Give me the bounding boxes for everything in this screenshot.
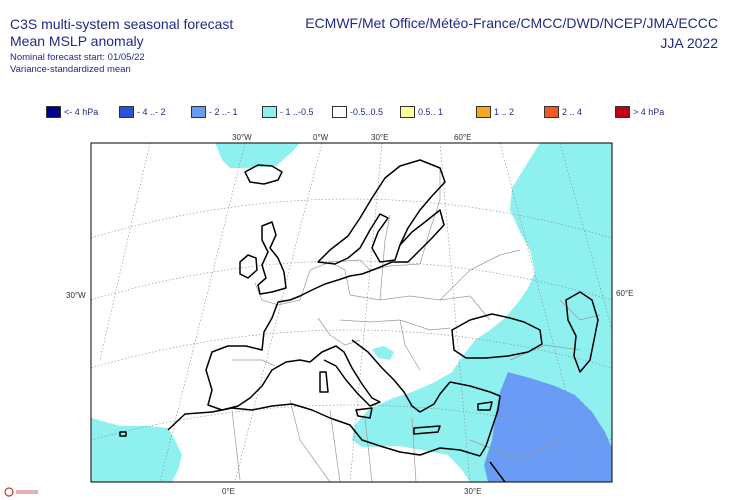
legend-item-8: 2 .. 4 <box>544 104 582 120</box>
legend-label-1: <- 4 hPa <box>64 107 99 117</box>
legend-label-6: 0.5.. 1 <box>418 107 444 117</box>
anomaly-light-blue-southwest <box>91 418 182 482</box>
centres-text: ECMWF/Met Office/Météo-France/CMCC/DWD/N… <box>305 15 718 31</box>
forecast-start: Nominal forecast start: 01/05/22 <box>10 52 145 63</box>
top-axis-label-1: 30°W <box>232 133 252 142</box>
legend-label-9: > 4 hPa <box>633 107 665 117</box>
graticule <box>91 143 612 482</box>
legend-swatch-4 <box>262 106 277 118</box>
right-axis-label: 60°E <box>616 289 633 298</box>
legend-label-7: 1 .. 2 <box>494 107 515 117</box>
legend-label-5: -0.5..0.5 <box>350 107 384 117</box>
centres-block: ECMWF/Met Office/Météo-France/CMCC/DWD/N… <box>305 14 718 52</box>
legend-item-5: -0.5..0.5 <box>332 104 383 120</box>
legend-swatch-7 <box>476 106 491 118</box>
anomaly-mid-blue <box>484 372 612 482</box>
method-text: Variance-standardized mean <box>10 64 131 75</box>
legend-swatch-8 <box>544 106 559 118</box>
legend-label-8: 2 .. 4 <box>562 107 583 117</box>
map-content <box>91 143 612 482</box>
top-axis-label-4: 60°E <box>454 133 471 142</box>
legend-swatch-6 <box>400 106 415 118</box>
anomaly-light-blue-adriatic <box>372 346 394 360</box>
legend-label-2: - 4 ..- 2 <box>137 107 166 117</box>
legend-label-3: - 2 ..- 1 <box>209 107 238 117</box>
anomaly-light-blue-iceland <box>215 143 300 168</box>
top-axis-label-2: 0°W <box>313 133 329 142</box>
season-text: JJA 2022 <box>660 35 718 51</box>
map-frame <box>90 142 613 483</box>
top-axis-label-3: 30°E <box>371 133 388 142</box>
legend-item-4: - 1 ..-0.5 <box>262 104 314 120</box>
bottom-axis-label-1: 0°E <box>222 487 235 496</box>
legend-swatch-5 <box>332 106 347 118</box>
legend-swatch-1 <box>46 106 61 118</box>
logo-icon <box>4 487 38 497</box>
legend-item-7: 1 .. 2 <box>476 104 514 120</box>
legend-label-4: - 1 ..-0.5 <box>280 107 314 117</box>
legend-item-3: - 2 ..- 1 <box>191 104 238 120</box>
legend-item-1: <- 4 hPa <box>46 104 98 120</box>
coastlines <box>119 159 599 482</box>
bottom-axis-label-2: 30°E <box>464 487 481 496</box>
left-axis-label: 30°W <box>66 291 86 300</box>
legend-item-9: > 4 hPa <box>615 104 664 120</box>
legend-swatch-2 <box>119 106 134 118</box>
country-borders <box>231 170 601 482</box>
legend-swatch-3 <box>191 106 206 118</box>
title-line-2: Mean MSLP anomaly <box>10 33 144 49</box>
title-block: C3S multi-system seasonal forecast Mean … <box>10 16 233 76</box>
legend-item-2: - 4 ..- 2 <box>119 104 166 120</box>
legend-item-6: 0.5.. 1 <box>400 104 443 120</box>
legend-swatch-9 <box>615 106 630 118</box>
title-line-1: C3S multi-system seasonal forecast <box>10 16 234 32</box>
